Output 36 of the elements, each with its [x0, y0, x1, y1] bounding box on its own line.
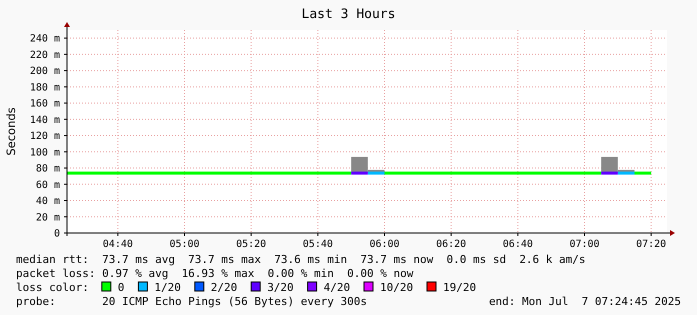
- legend-title: loss color:: [16, 281, 89, 294]
- x-tick-label: 05:00: [169, 239, 200, 250]
- text: probe: 20 ICMP Echo Pings (56 Bytes) every 300s: [16, 295, 367, 308]
- y-tick-label: 60 m: [36, 180, 60, 191]
- y-tick-label: 0: [54, 228, 60, 240]
- y-axis-title: Seconds: [4, 107, 18, 156]
- x-tick-label: 06:00: [369, 239, 400, 250]
- x-tick-label: 07:20: [636, 239, 666, 250]
- legend-label: 2/20: [210, 281, 238, 294]
- x-tick-label: 06:40: [502, 239, 533, 250]
- legend-label: 4/20: [324, 281, 350, 294]
- legend-label: 3/20: [267, 281, 294, 294]
- text: median rtt: 73.7 ms avg 73.7 ms max 73.6 ms min 73.7 ms now 0.0 ms sd 2.6 k am/s: [16, 253, 586, 266]
- text: end: Mon Jul 7 07:24:45 2025: [488, 295, 681, 308]
- x-tick-label: 06:20: [436, 239, 466, 250]
- legend-label: 0: [118, 281, 124, 294]
- x-tick-label: 05:20: [236, 239, 266, 250]
- y-tick-label: 20 m: [36, 212, 60, 224]
- chart-title: Last 3 Hours: [302, 7, 396, 22]
- legend-label: 10/20: [380, 281, 414, 294]
- y-tick-label: 240 m: [30, 34, 60, 45]
- y-tick-label: 220 m: [30, 50, 60, 61]
- y-tick-label: 180 m: [30, 82, 60, 94]
- x-tick-label: 04:40: [102, 239, 133, 250]
- y-tick-label: 120 m: [30, 131, 60, 142]
- y-tick-label: 140 m: [30, 114, 60, 126]
- y-tick-label: 40 m: [36, 196, 60, 208]
- x-tick-label: 05:40: [302, 239, 333, 250]
- text: packet loss: 0.97 % avg 16.93 % max 0.00 % min 0.00 % now: [16, 267, 414, 280]
- y-tick-label: 80 m: [36, 164, 60, 175]
- legend-label: 19/20: [443, 281, 476, 294]
- y-tick-label: 100 m: [30, 147, 60, 158]
- legend-label: 1/20: [154, 281, 181, 294]
- y-tick-label: 200 m: [30, 66, 60, 78]
- y-tick-label: 160 m: [30, 98, 60, 110]
- x-tick-label: 07:00: [569, 239, 600, 250]
